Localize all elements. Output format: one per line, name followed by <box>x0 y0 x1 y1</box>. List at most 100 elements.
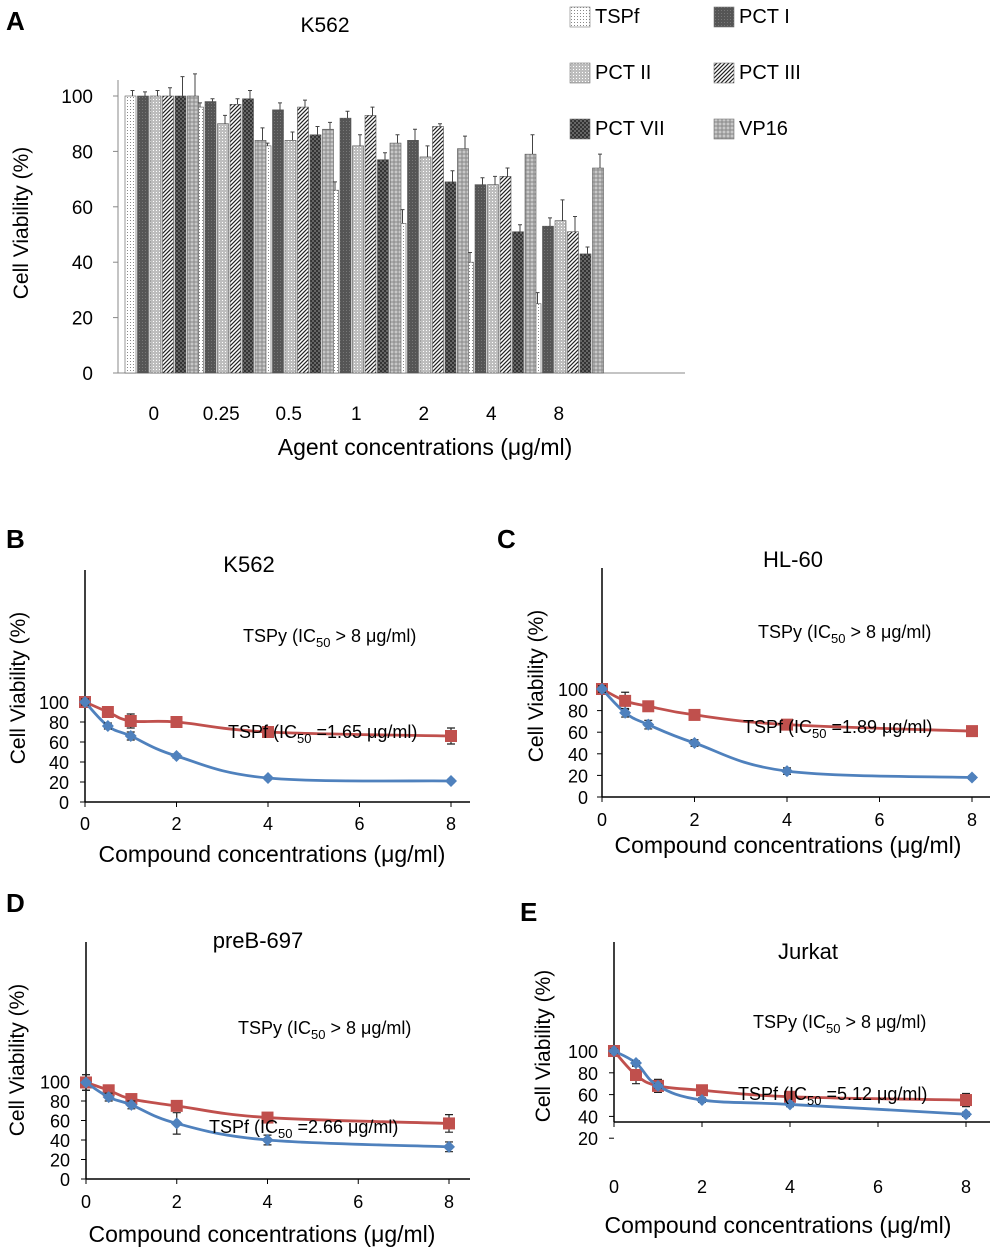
error-bar <box>548 217 552 227</box>
y-tick-label: 100 <box>568 1042 598 1062</box>
bar <box>284 140 297 374</box>
y-tick-label: 0 <box>578 788 588 808</box>
chart-title: K562 <box>223 552 274 577</box>
bar <box>377 159 389 374</box>
bar <box>432 126 444 374</box>
series-label: TSPf (IC50 =2.66 μg/ml) <box>209 1117 398 1141</box>
bar <box>124 95 137 374</box>
chart-title: preB-697 <box>213 928 304 953</box>
data-point <box>170 1117 183 1130</box>
series-label: TSPy (IC50 > 8 μg/ml) <box>238 1018 411 1042</box>
error-bar <box>468 252 472 263</box>
series-label: TSPy (IC50 > 8 μg/ml) <box>758 622 931 646</box>
data-point <box>696 1094 708 1107</box>
bar <box>524 153 537 374</box>
bar <box>567 231 579 374</box>
bar <box>487 184 499 374</box>
data-point <box>125 1098 138 1111</box>
bar <box>579 253 592 374</box>
x-tick-label: 0 <box>148 404 159 425</box>
bar <box>217 123 229 374</box>
bar <box>554 220 567 374</box>
data-point <box>170 1099 183 1112</box>
panel-a-ylabel: Cell Viability (%) <box>10 147 33 300</box>
x-tick-label: 0 <box>80 814 90 834</box>
data-point <box>261 1134 274 1146</box>
bar <box>352 145 364 374</box>
bar <box>162 95 174 374</box>
bar <box>254 140 267 374</box>
legend-label: VP16 <box>739 118 788 140</box>
data-point <box>784 1098 796 1111</box>
x-tick-label: 1 <box>351 404 362 425</box>
y-tick-label: 40 <box>568 745 588 765</box>
data-point <box>688 737 701 749</box>
data-point <box>445 775 457 787</box>
error-bar <box>265 142 270 146</box>
y-tick-label: 60 <box>72 198 93 219</box>
data-point <box>101 720 114 732</box>
panel-a-bar-chart: K562 Agent concentrations (μg/ml) Cell V… <box>10 6 801 460</box>
error-bar <box>235 98 240 105</box>
panel-letter-a: A <box>6 6 25 36</box>
bar <box>297 106 309 374</box>
error-bar <box>505 167 510 177</box>
data-point <box>262 772 274 784</box>
legend-swatch <box>713 6 735 28</box>
y-tick-label: 0 <box>82 364 93 385</box>
legend-swatch <box>713 118 735 140</box>
x-tick-label: 6 <box>354 814 364 834</box>
panel-a-xlabel: Agent concentrations (μg/ml) <box>278 434 573 460</box>
series-label: TSPy (IC50 > 8 μg/ml) <box>243 626 416 650</box>
x-tick-label: 6 <box>353 1192 363 1212</box>
data-point <box>781 718 793 731</box>
series-label: TSPf (IC50 =1.65 μg/ml) <box>228 722 417 746</box>
error-bar <box>193 73 197 96</box>
y-tick-label: 100 <box>39 693 69 713</box>
data-point <box>170 716 183 728</box>
chart-title: HL-60 <box>763 547 823 572</box>
y-axis-label: Cell Viability (%) <box>6 984 29 1137</box>
x-tick-label: 6 <box>874 810 884 830</box>
x-axis-label: Compound concentrations (μg/ml) <box>99 841 446 867</box>
error-bar <box>130 89 135 96</box>
data-point <box>124 730 137 742</box>
legend-swatch <box>569 62 591 84</box>
data-point <box>443 1117 455 1130</box>
panel-letter-c: C <box>497 524 516 554</box>
y-tick-label: 100 <box>558 680 588 700</box>
bar <box>309 134 322 374</box>
y-tick-label: 60 <box>568 723 588 743</box>
error-bar <box>518 224 522 232</box>
data-point <box>966 725 978 738</box>
y-tick-label: 40 <box>49 753 69 773</box>
bar <box>407 140 419 374</box>
bar <box>512 231 524 374</box>
error-bar <box>530 134 535 155</box>
series-label: TSPf (IC50 =1.89 μg/ml) <box>743 717 932 741</box>
x-tick-label: 0 <box>81 1192 91 1212</box>
y-tick-label: 20 <box>568 766 588 786</box>
error-bar <box>480 177 485 185</box>
error-bar <box>290 131 295 141</box>
x-tick-label: 8 <box>444 1192 454 1212</box>
data-point <box>124 715 137 727</box>
error-bar <box>333 181 337 191</box>
y-tick-label: 80 <box>568 702 588 722</box>
error-bar <box>223 114 227 124</box>
error-bar <box>395 134 400 144</box>
error-bar <box>400 209 405 224</box>
error-bar <box>560 199 565 221</box>
error-bar <box>278 102 282 110</box>
y-tick-label: 80 <box>50 1092 70 1112</box>
legend-swatch <box>569 118 591 140</box>
data-point <box>170 750 183 762</box>
error-bar <box>370 106 375 116</box>
bar <box>174 95 187 374</box>
data-point <box>966 771 978 784</box>
x-tick-label: 4 <box>263 814 273 834</box>
error-bar <box>143 91 147 96</box>
